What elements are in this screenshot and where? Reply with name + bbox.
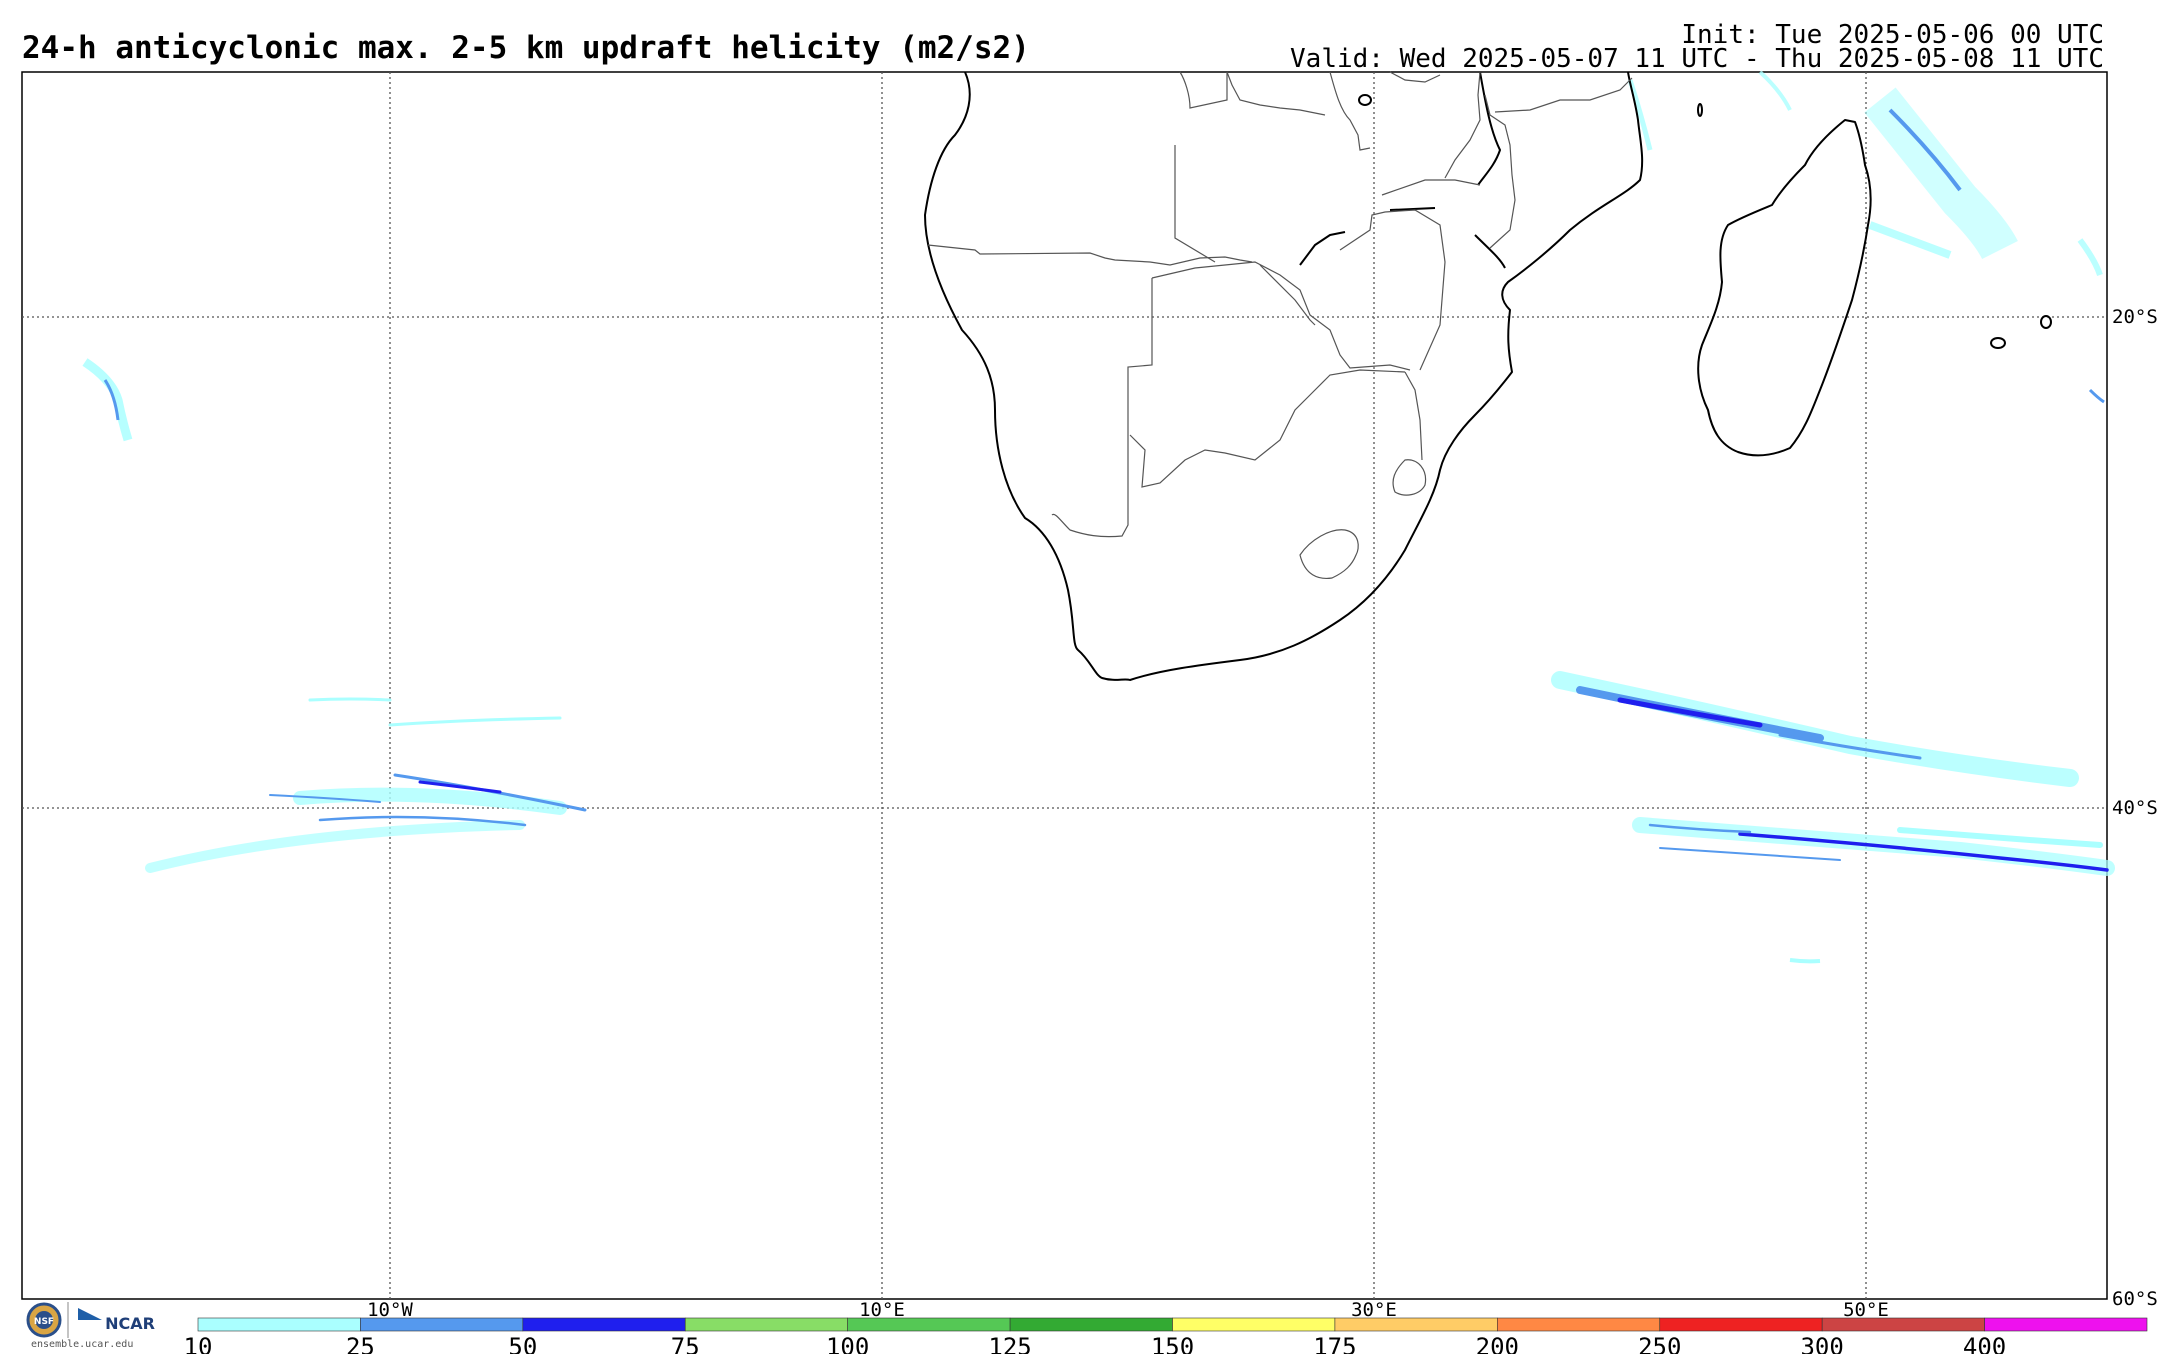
colorbar-swatch xyxy=(1821,1317,1985,1332)
lon-label-10e: 10°E xyxy=(859,1299,905,1321)
logo-url: ensemble.ucar.edu xyxy=(31,1339,134,1350)
lon-label-30e: 30°E xyxy=(1351,1299,1397,1321)
map-frame xyxy=(21,71,2108,1300)
lon-label-10w: 10°W xyxy=(367,1299,413,1321)
init-time: Init: Tue 2025-05-06 00 UTC xyxy=(1681,20,2104,50)
helicity-swaths xyxy=(82,70,2115,964)
colorbar-swatch xyxy=(1984,1317,2148,1332)
lat-label-40s: 40°S xyxy=(2112,797,2158,819)
swath-south-indian-2 xyxy=(1632,817,2115,876)
colorbar-tick-label: 400 xyxy=(1963,1333,2006,1354)
colorbar-swatch xyxy=(1659,1317,1823,1332)
colorbar: 10 25 50 75 100 125 150 175 200 250 300 400 xyxy=(184,1317,2148,1354)
logo-nsf-text: NSF xyxy=(34,1317,54,1327)
swath-small xyxy=(1789,958,1821,964)
colorbar-tick-label: 175 xyxy=(1313,1333,1356,1354)
colorbar-tick-label: 300 xyxy=(1800,1333,1843,1354)
coastlines xyxy=(924,71,2052,681)
island-reunion xyxy=(2040,315,2052,329)
colorbar-tick-label: 250 xyxy=(1638,1333,1681,1354)
colorbar-swatch xyxy=(360,1317,524,1332)
colorbar-swatch xyxy=(1172,1317,1336,1332)
colorbar-tick-label: 25 xyxy=(346,1333,375,1354)
colorbar-tick-label: 200 xyxy=(1476,1333,1519,1354)
colorbar-tick-label: 125 xyxy=(988,1333,1031,1354)
colorbar-swatch xyxy=(1497,1317,1661,1332)
gridlines xyxy=(22,72,2107,1299)
colorbar-tick-label: 10 xyxy=(184,1333,213,1354)
colorbar-tick-label: 75 xyxy=(671,1333,700,1354)
swath-south-atlantic xyxy=(145,697,587,873)
lat-label-60s: 60°S xyxy=(2112,1288,2158,1310)
madagascar-coastline xyxy=(1697,119,1872,457)
colorbar-swatch xyxy=(1009,1317,1173,1332)
colorbar-tick-label: 150 xyxy=(1151,1333,1194,1354)
ncar-mark-icon xyxy=(78,1308,102,1320)
swath-south-indian-1 xyxy=(1551,671,2079,787)
lon-label-50e: 50°E xyxy=(1843,1299,1889,1321)
lake-cahora xyxy=(1389,207,1436,211)
africa-coastline xyxy=(924,71,1644,681)
valid-time: Valid: Wed 2025-05-07 11 UTC - Thu 2025-… xyxy=(1290,44,2104,74)
lake-victoria xyxy=(1358,94,1372,106)
colorbar-swatch xyxy=(684,1317,848,1332)
country-borders xyxy=(927,71,1633,580)
colorbar-swatch xyxy=(1334,1317,1498,1332)
island-mauritius xyxy=(1990,337,2006,349)
map-title: 24-h anticyclonic max. 2-5 km updraft he… xyxy=(22,30,1030,66)
logo-ncar-text: NCAR xyxy=(105,1314,155,1333)
colorbar-tick-label: 50 xyxy=(508,1333,537,1354)
eswatini-border xyxy=(1392,459,1427,496)
ncar-logo: NSF NCAR xyxy=(22,1300,162,1356)
colorbar-tick-label: 100 xyxy=(826,1333,869,1354)
lake-kariba xyxy=(1299,231,1346,266)
colorbar-swatch xyxy=(847,1317,1011,1332)
lake-shire xyxy=(1474,234,1506,269)
island-comoros xyxy=(1697,103,1703,117)
lesotho-border xyxy=(1299,529,1359,580)
swath-madagascar-east xyxy=(1627,70,2105,404)
colorbar-swatch xyxy=(522,1317,686,1332)
lat-label-20s: 20°S xyxy=(2112,306,2158,328)
colorbar-swatch xyxy=(197,1317,361,1332)
lake-malawi xyxy=(1477,71,1501,186)
swath-island-west xyxy=(82,358,133,442)
